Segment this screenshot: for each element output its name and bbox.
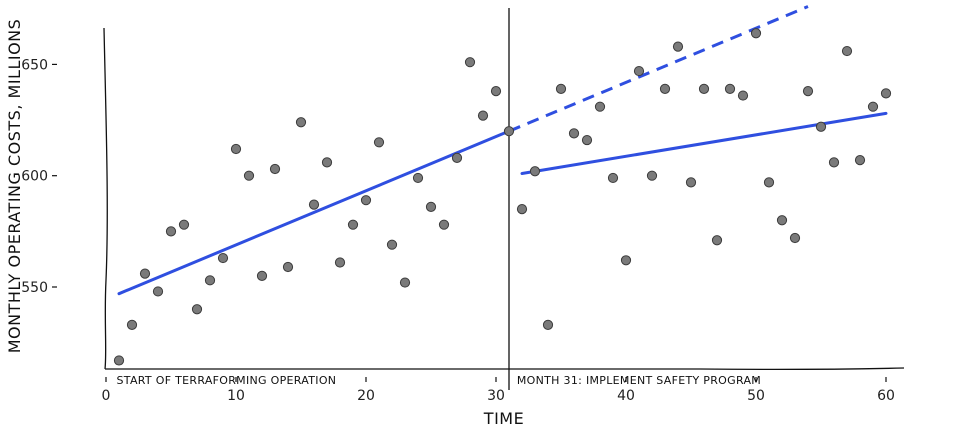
data-point <box>633 65 645 77</box>
annotation-safety-program: MONTH 31: IMPLEMENT SAFETY PROGRAM <box>517 374 761 387</box>
data-point <box>711 235 723 246</box>
data-point <box>724 83 736 94</box>
x-tick-label: 30 <box>487 388 505 404</box>
x-tick-label: 10 <box>227 388 245 404</box>
data-point <box>243 170 255 181</box>
data-point <box>516 203 528 215</box>
data-point <box>581 134 593 146</box>
data-point <box>386 239 398 250</box>
data-point <box>152 286 164 297</box>
data-point <box>490 86 502 97</box>
data-point <box>425 201 437 212</box>
y-tick-label: 650 <box>21 57 48 73</box>
data-point <box>399 277 411 288</box>
data-point <box>126 319 138 330</box>
data-point <box>607 172 619 184</box>
data-point <box>789 232 801 244</box>
y-axis-label: MONTHLY OPERATING COSTS, MILLIONS <box>5 19 24 354</box>
data-point <box>412 172 424 184</box>
y-tick-label: 600 <box>21 169 48 185</box>
data-point <box>763 177 775 188</box>
data-point <box>451 152 463 163</box>
x-tick-label: 50 <box>747 388 765 404</box>
data-point <box>360 195 372 206</box>
data-point <box>776 215 788 226</box>
trend-line-projected <box>508 5 809 133</box>
data-point <box>854 155 866 166</box>
data-point <box>230 143 242 155</box>
data-point <box>568 128 580 139</box>
data-point <box>867 101 879 112</box>
y-tick-label: 550 <box>21 280 48 296</box>
data-point <box>542 319 554 330</box>
data-point <box>464 57 476 68</box>
data-point <box>282 261 294 273</box>
x-tick-label: 60 <box>877 388 895 404</box>
data-point <box>880 88 892 99</box>
x-axis-line <box>104 367 905 371</box>
data-point <box>620 255 632 266</box>
data-point <box>373 137 385 148</box>
trend-line <box>520 111 888 175</box>
data-point <box>165 226 177 237</box>
data-point <box>308 199 320 210</box>
data-point <box>139 268 151 279</box>
data-point <box>802 86 814 97</box>
annotations: START OF TERRAFORMING OPERATION MONTH 31:… <box>117 374 761 387</box>
data-point <box>438 219 450 230</box>
data-point <box>529 166 541 177</box>
data-point <box>178 219 190 230</box>
data-point <box>477 110 489 121</box>
annotation-start: START OF TERRAFORMING OPERATION <box>117 374 337 387</box>
data-point <box>347 219 359 230</box>
data-point <box>594 101 606 112</box>
x-tick-label: 20 <box>357 388 375 404</box>
data-point <box>334 257 346 268</box>
data-point <box>698 83 710 94</box>
data-point <box>113 355 125 366</box>
data-point <box>815 121 827 132</box>
x-tick-label: 40 <box>617 388 635 404</box>
trend-line <box>117 129 511 296</box>
data-point <box>256 270 268 281</box>
data-point <box>672 41 684 52</box>
data-point <box>269 163 281 175</box>
trend-lines <box>117 5 888 296</box>
data-point <box>555 83 567 94</box>
x-tick-label: 0 <box>102 388 111 404</box>
data-point <box>503 126 515 137</box>
data-point <box>841 45 853 57</box>
data-point <box>737 90 749 101</box>
y-axis-line <box>103 27 108 370</box>
data-point <box>659 83 671 94</box>
data-point <box>295 117 307 128</box>
data-point <box>685 177 697 188</box>
data-point <box>321 157 333 168</box>
data-points <box>113 28 892 366</box>
ticks: 0 10 20 30 40 50 60 550 600 650 <box>21 57 895 404</box>
data-point <box>217 252 229 264</box>
axes <box>103 8 905 390</box>
data-point <box>646 170 658 181</box>
x-axis-label: TIME <box>483 409 524 428</box>
data-point <box>191 304 203 315</box>
data-point <box>828 157 840 168</box>
data-point <box>204 275 216 286</box>
data-point <box>750 28 762 39</box>
